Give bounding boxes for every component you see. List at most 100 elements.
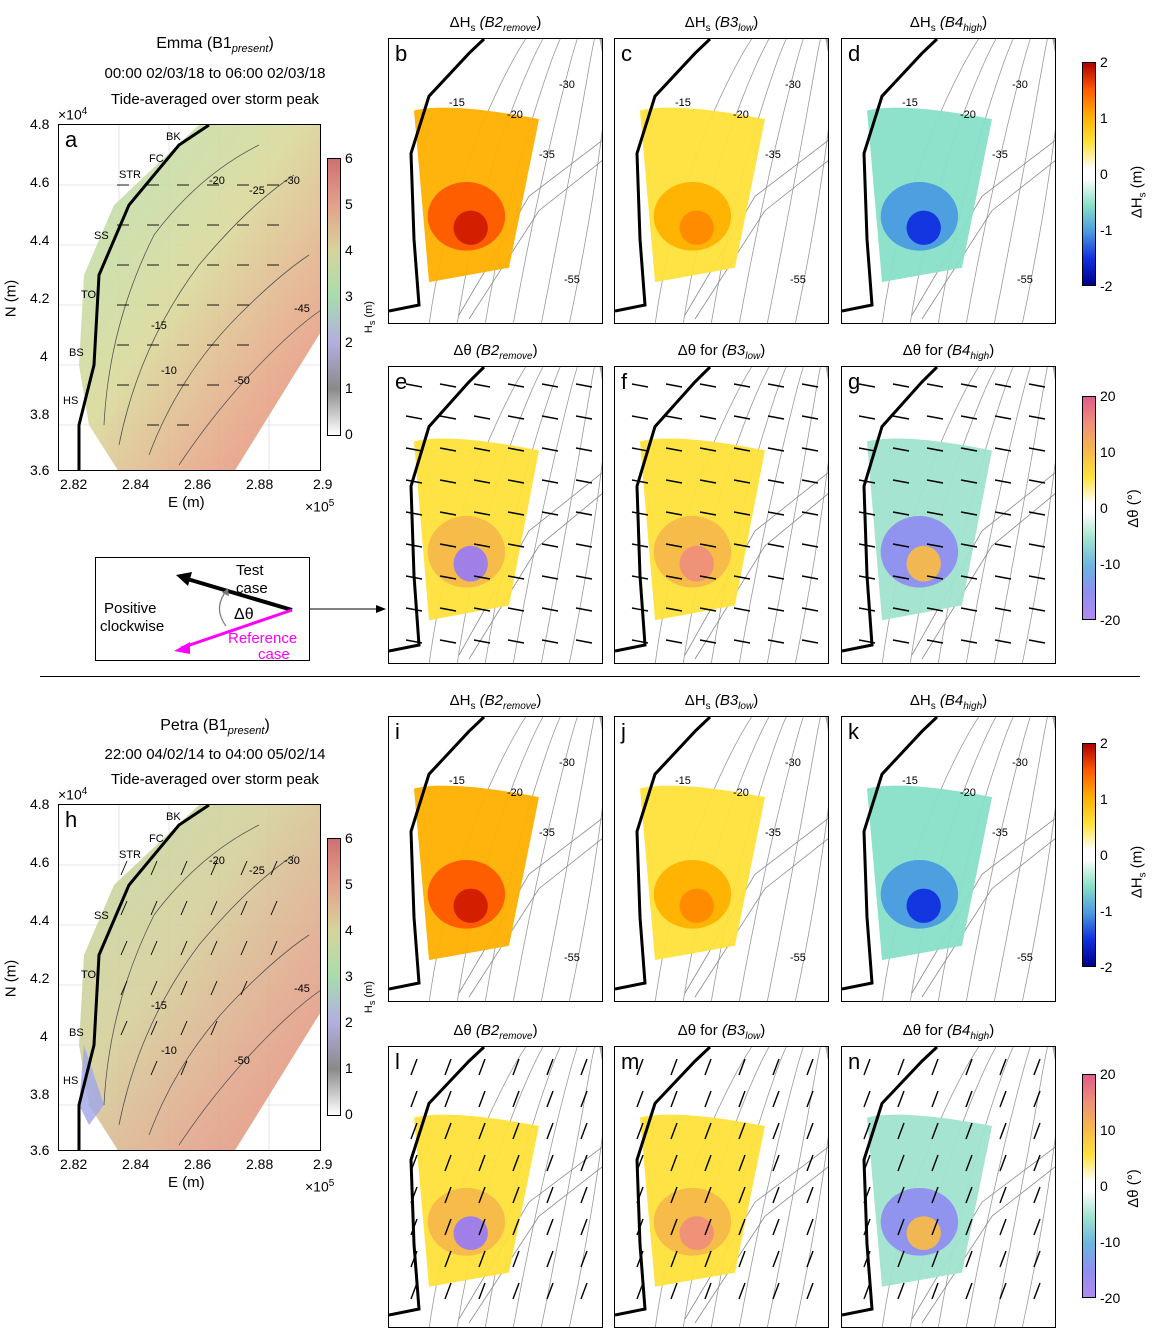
hs-cbar-tick: 2 xyxy=(345,334,353,350)
emma-xtick: 2.82 xyxy=(60,476,88,492)
emma-ytick: 4.4 xyxy=(30,232,50,248)
site-bs: BS xyxy=(69,1027,84,1039)
site-to: TO xyxy=(81,289,97,301)
dth-cbar-tick: -20 xyxy=(1100,612,1121,628)
contour-label: -35 xyxy=(539,827,555,839)
petra-hs-colorbar xyxy=(327,838,341,1116)
contour-label: -30 xyxy=(785,79,801,91)
dth-cbar-tick: -20 xyxy=(1100,1290,1121,1306)
panel-svg xyxy=(389,39,602,323)
emma-x-exponent: ×105 xyxy=(305,498,335,515)
legend-reference: Reference xyxy=(228,630,298,647)
difference-panel-j: j -15 -20 -30 -35 -55 xyxy=(614,716,829,1002)
contour-label: -35 xyxy=(539,149,555,161)
emma-ytick: 4.6 xyxy=(30,174,50,190)
dhs-cbar-tick: -1 xyxy=(1100,222,1113,238)
emma-xlabel: E (m) xyxy=(168,494,205,511)
panel-label-g: g xyxy=(848,369,861,394)
hs-cbar-tick: 0 xyxy=(345,1106,353,1122)
contour-label: -35 xyxy=(765,827,781,839)
petra-overview-map: h BK FC STR SS TO BS HS -20 -25 -30 -15 … xyxy=(58,804,321,1151)
contour-label: -55 xyxy=(564,952,580,964)
panel-svg xyxy=(842,1047,1055,1327)
dhs-cbar-tick: 2 xyxy=(1100,735,1108,751)
contour-label: -20 xyxy=(507,109,523,121)
contour-label: -20 xyxy=(209,175,225,187)
petra-xtick: 2.84 xyxy=(122,1156,150,1172)
site-bk: BK xyxy=(166,811,181,823)
panel-svg xyxy=(389,1047,602,1327)
hs-cbar-tick: 3 xyxy=(345,968,353,984)
dth-cbar-tick: 20 xyxy=(1100,388,1116,404)
contour-label: -15 xyxy=(449,775,465,787)
contour-label: -20 xyxy=(209,855,225,867)
contour-label: -45 xyxy=(294,983,310,995)
legend-reference-case: case xyxy=(258,646,290,663)
panel-label-n: n xyxy=(848,1049,861,1074)
site-bs: BS xyxy=(69,347,84,359)
hs-cbar-tick: 1 xyxy=(345,1060,353,1076)
dhs-colorbar-bottom xyxy=(1082,743,1096,967)
site-str: STR xyxy=(119,849,141,861)
emma-title: Emma (B1present) xyxy=(156,35,274,56)
panel-label-e: e xyxy=(395,369,408,394)
emma-ytick: 3.6 xyxy=(30,462,50,478)
hs-cbar-tick: 6 xyxy=(345,830,353,846)
petra-ytick: 4.6 xyxy=(30,854,50,870)
contour-label: -50 xyxy=(234,1055,250,1067)
difference-panel-c: c -15 -20 -30 -35 -55 xyxy=(614,38,829,324)
contour-label: -35 xyxy=(992,827,1008,839)
contour-label: -35 xyxy=(765,149,781,161)
difference-panel-f: f xyxy=(614,366,829,664)
contour-label: -30 xyxy=(284,175,300,187)
petra-ytick: 4.8 xyxy=(30,796,50,812)
emma-ytick: 3.8 xyxy=(30,406,50,422)
dhs-colorbar-top xyxy=(1082,62,1096,286)
petra-xtick: 2.86 xyxy=(184,1156,212,1172)
legend-dtheta: Δθ xyxy=(234,606,254,623)
contour-label: -50 xyxy=(234,375,250,387)
emma-xtick: 2.84 xyxy=(122,476,150,492)
difference-panel-i: i -15 -20 -30 -35 -55 xyxy=(388,716,603,1002)
panel-label-d: d xyxy=(848,41,861,66)
difference-panel-d: d -15 -20 -30 -35 -55 xyxy=(841,38,1056,324)
panel-label-h: h xyxy=(65,807,78,832)
panel-svg xyxy=(615,1047,828,1327)
dth-colorbar-top xyxy=(1082,396,1096,620)
contour-label: -30 xyxy=(559,79,575,91)
site-ss: SS xyxy=(94,910,109,922)
dhs-cbar-tick: 0 xyxy=(1100,166,1108,182)
petra-x-exponent: ×105 xyxy=(305,1178,335,1195)
difference-panel-g: g xyxy=(841,366,1056,664)
panel-label-f: f xyxy=(621,369,628,394)
petra-ytick: 3.8 xyxy=(30,1086,50,1102)
dth-cbar-tick: -10 xyxy=(1100,1234,1121,1250)
petra-y-exponent: ×104 xyxy=(58,786,88,803)
contour-label: -30 xyxy=(284,855,300,867)
hs-cbar-tick: 1 xyxy=(345,380,353,396)
site-fc: FC xyxy=(149,153,164,165)
legend-clockwise: clockwise xyxy=(100,618,165,635)
panel-title-i: ΔHs (B2remove) xyxy=(449,692,542,712)
legend-test-case: case xyxy=(236,580,268,597)
contour-label: -20 xyxy=(733,109,749,121)
contour-label: -15 xyxy=(902,775,918,787)
contour-label: -15 xyxy=(902,97,918,109)
panel-label-k: k xyxy=(848,719,859,744)
panel-title-l: Δθ (B2remove) xyxy=(453,1022,538,1042)
petra-xtick: 2.9 xyxy=(313,1156,333,1172)
contour-label: -30 xyxy=(1012,79,1028,91)
dhs-cbar-label: ΔHs (m) xyxy=(1128,165,1149,219)
contour-label: -15 xyxy=(675,775,691,787)
hs-cbar-tick: 6 xyxy=(345,150,353,166)
panel-svg xyxy=(389,717,602,1001)
site-hs: HS xyxy=(63,395,79,407)
petra-note: Tide-averaged over storm peak xyxy=(111,771,319,788)
emma-map-svg xyxy=(59,125,320,470)
difference-panel-b: b -15 -20 -30 -35 -55 xyxy=(388,38,603,324)
hs-cbar-tick: 5 xyxy=(345,196,353,212)
site-hs: HS xyxy=(63,1075,79,1087)
legend-pointer-arrow xyxy=(310,605,386,613)
emma-note: Tide-averaged over storm peak xyxy=(111,91,319,108)
direction-legend: Test case Positive clockwise Δθ Referenc… xyxy=(95,557,310,663)
